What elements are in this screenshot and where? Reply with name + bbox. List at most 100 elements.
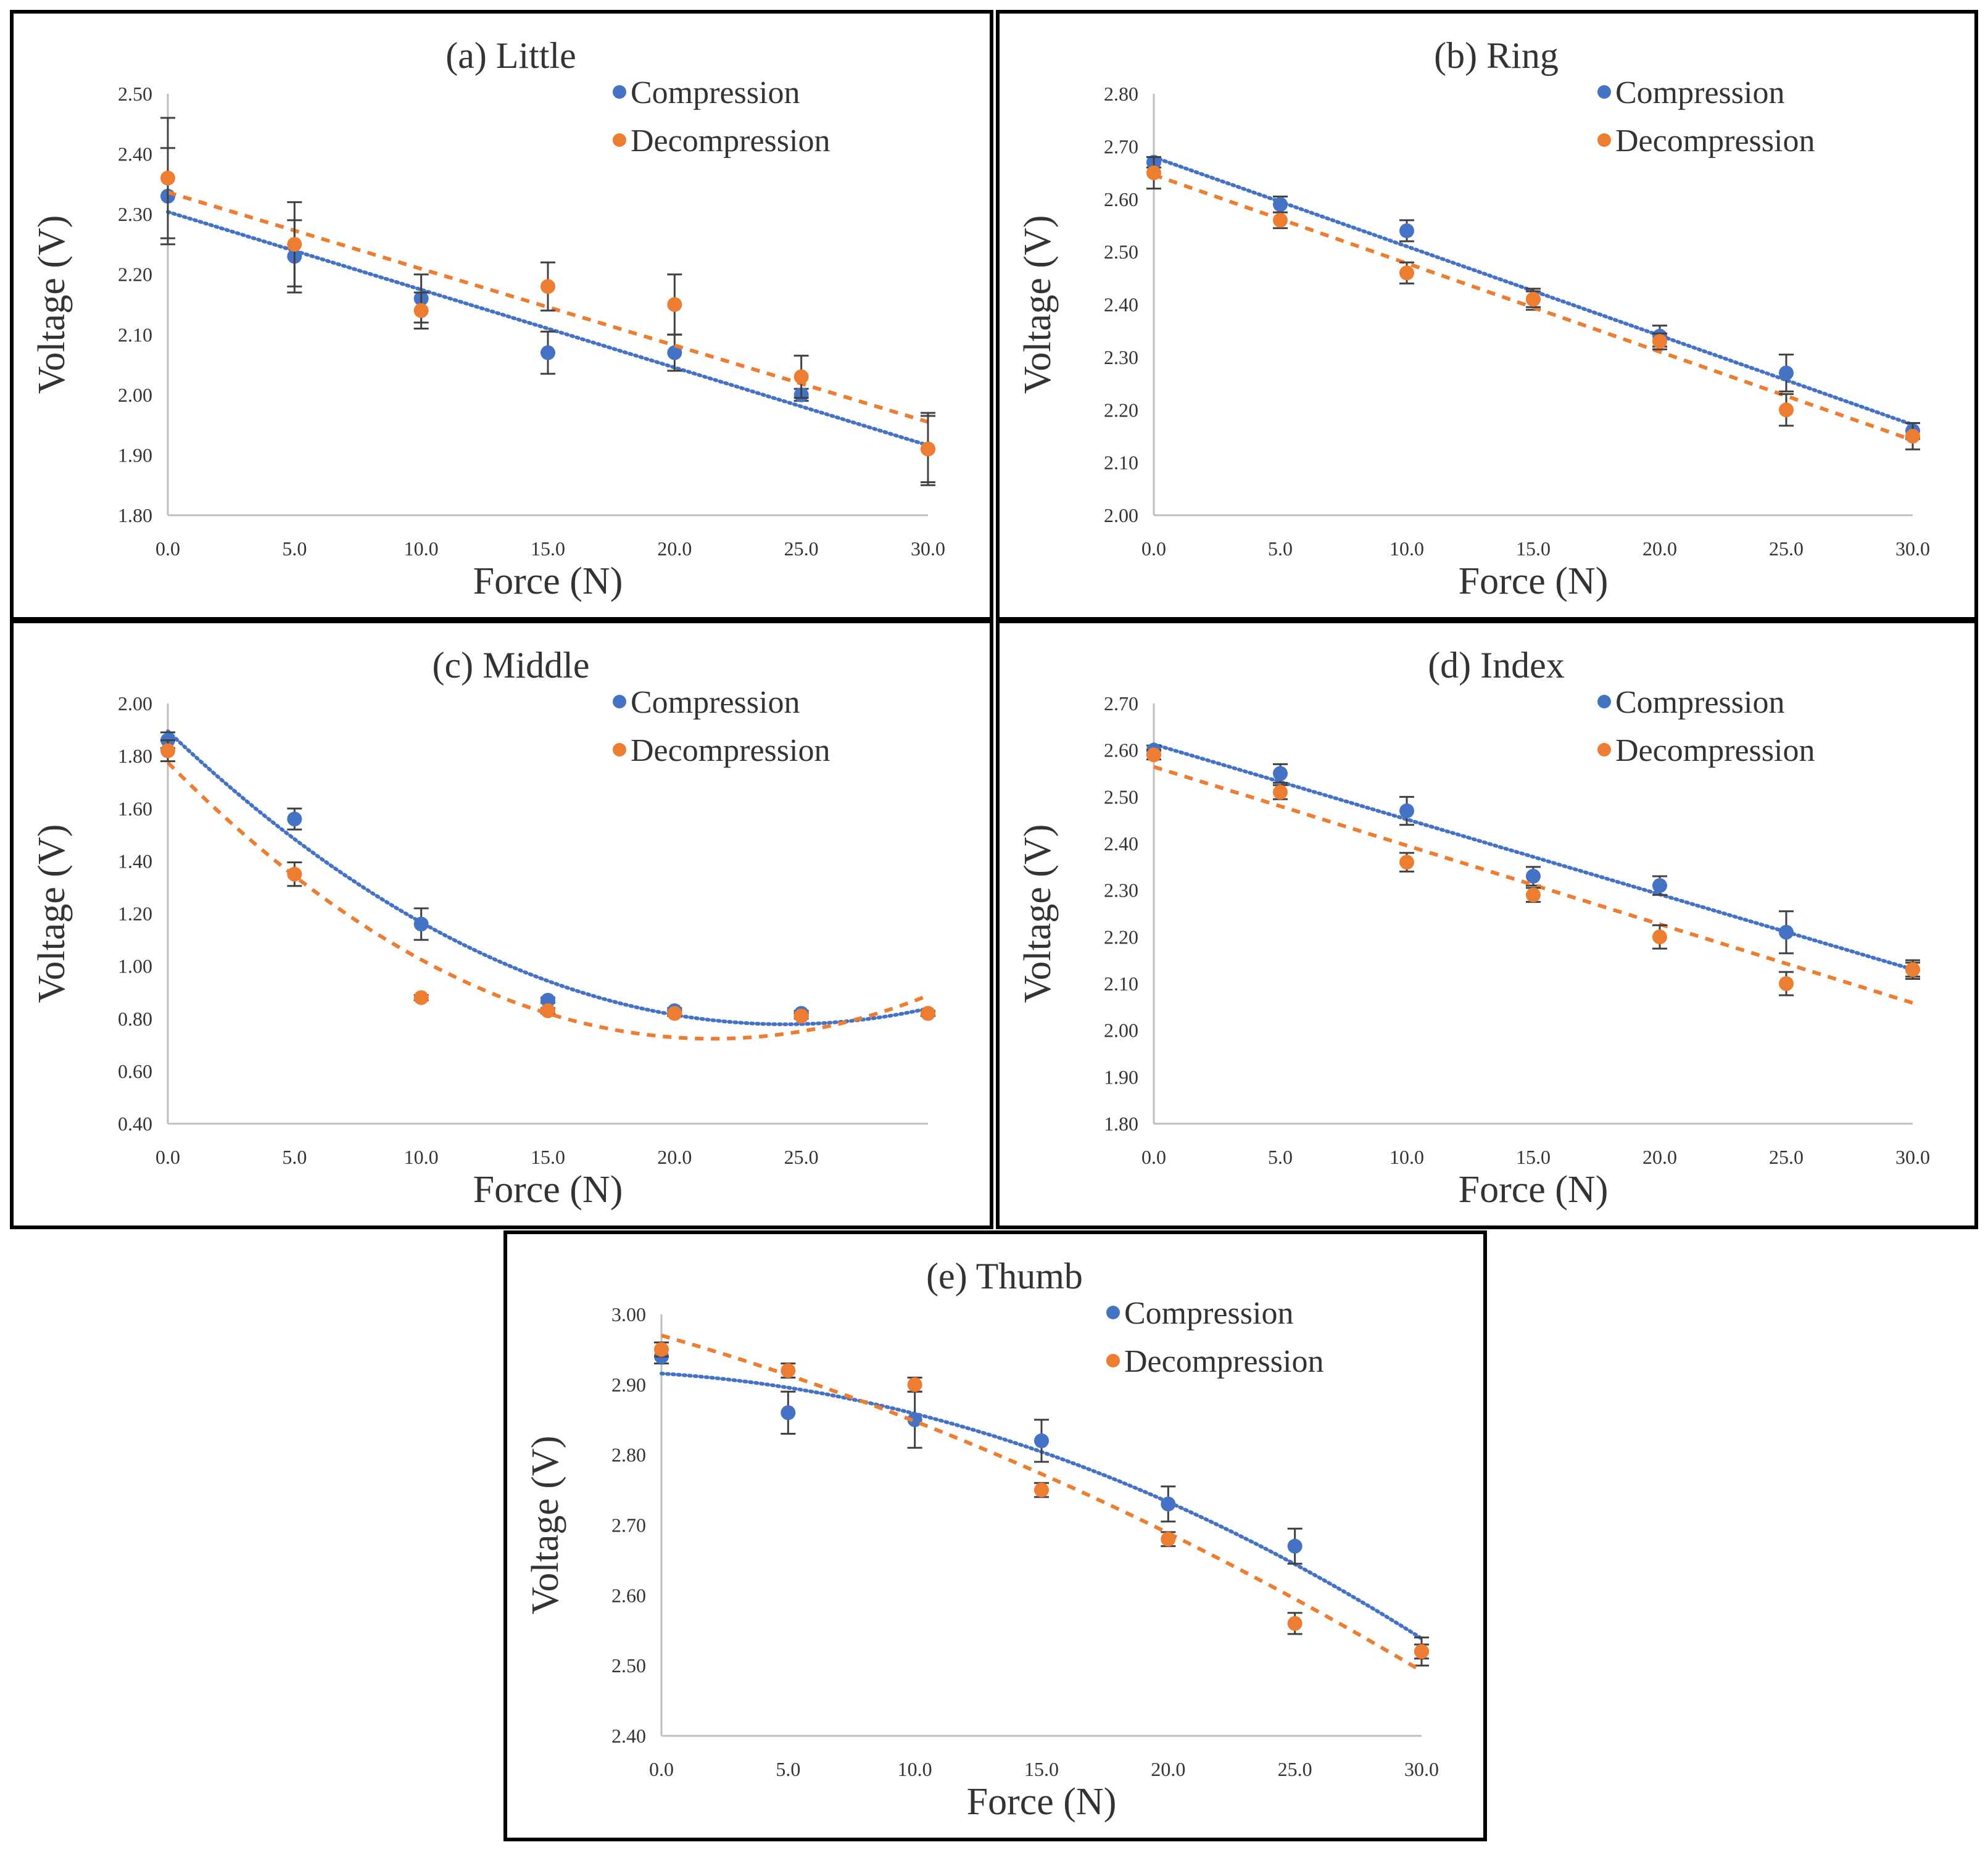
y-tick-label: 2.00 xyxy=(118,384,152,406)
chart-svg: 0.40 0.60 0.80 1.00 1.20 1.40 1.60 1.80 2.00 0.0 5… xyxy=(31,645,935,1211)
x-tick-label: 15.0 xyxy=(1516,537,1551,560)
legend-marker-compression xyxy=(613,695,626,708)
x-axis-title: Force (N) xyxy=(473,1169,623,1211)
data-point-compression xyxy=(1779,924,1794,940)
legend-label-compression: Compression xyxy=(631,685,800,720)
y-axis-title: Voltage (V) xyxy=(31,824,73,1003)
y-tick-label: 2.70 xyxy=(1104,135,1138,157)
trendline-compression xyxy=(660,1371,1423,1641)
y-tick-label: 1.60 xyxy=(118,797,152,819)
data-point-decompression xyxy=(781,1363,796,1379)
x-tick-label: 20.0 xyxy=(1642,537,1677,560)
y-tick-label: 2.80 xyxy=(611,1444,646,1466)
y-tick-label: 2.30 xyxy=(1104,346,1138,368)
x-tick-label: 5.0 xyxy=(282,1146,307,1168)
data-point-decompression xyxy=(1905,428,1920,444)
data-point-decompression xyxy=(1526,887,1541,903)
chart-title: (b) Ring xyxy=(1434,35,1559,76)
x-tick-label: 10.0 xyxy=(1390,1146,1424,1168)
x-tick-label: 0.0 xyxy=(155,537,180,560)
data-point-decompression xyxy=(1652,929,1667,945)
y-tick-label: 1.00 xyxy=(118,955,152,977)
data-point-decompression xyxy=(1779,976,1794,991)
legend-label-compression: Compression xyxy=(1124,1296,1293,1331)
data-point-decompression xyxy=(921,1006,935,1021)
y-tick-label: 3.00 xyxy=(611,1303,646,1325)
y-tick-label: 2.10 xyxy=(118,323,152,346)
data-point-decompression xyxy=(287,236,302,252)
data-point-decompression xyxy=(907,1377,922,1392)
x-tick-label: 0.0 xyxy=(155,1146,180,1168)
data-point-compression xyxy=(667,345,682,360)
data-point-compression xyxy=(1399,803,1414,819)
x-tick-label: 0.0 xyxy=(1141,537,1166,560)
x-tick-label: 15.0 xyxy=(1516,1146,1551,1168)
data-point-decompression xyxy=(540,1003,555,1018)
x-tick-label: 10.0 xyxy=(404,1146,439,1168)
data-point-compression xyxy=(907,1412,922,1427)
data-point-decompression xyxy=(1526,291,1541,307)
y-tick-label: 2.60 xyxy=(1104,739,1138,761)
y-tick-label: 2.20 xyxy=(1104,399,1138,421)
x-tick-label: 0.0 xyxy=(1141,1146,1166,1168)
y-tick-label: 0.60 xyxy=(118,1060,152,1082)
data-point-decompression xyxy=(1905,962,1920,977)
y-tick-label: 1.40 xyxy=(118,850,152,872)
x-tick-label: 20.0 xyxy=(657,1146,692,1168)
x-tick-label: 30.0 xyxy=(1895,537,1930,560)
data-point-decompression xyxy=(793,1008,809,1024)
data-point-compression xyxy=(1526,868,1541,884)
chart-title: (c) Middle xyxy=(433,645,590,686)
data-point-decompression xyxy=(1161,1532,1176,1547)
x-tick-label: 20.0 xyxy=(1151,1758,1185,1780)
y-tick-label: 2.20 xyxy=(1104,926,1138,948)
legend-label-decompression: Decompression xyxy=(631,123,830,159)
x-tick-label: 30.0 xyxy=(1404,1758,1439,1780)
data-point-decompression xyxy=(160,743,175,758)
legend-marker-compression xyxy=(1597,85,1611,99)
legend-label-compression: Compression xyxy=(1615,685,1784,720)
legend-marker-decompression xyxy=(1597,133,1611,147)
chart-svg: 2.40 2.50 2.60 2.70 2.80 2.90 3.00 0.0 5.0 10.0 15… xyxy=(524,1256,1439,1823)
data-point-compression xyxy=(540,345,555,360)
chart-svg: 1.80 1.90 2.00 2.10 2.20 2.30 2.40 2.50 2.60 2.70… xyxy=(1017,645,1930,1211)
trendline-compression xyxy=(166,210,930,447)
panel-thumb: 2.40 2.50 2.60 2.70 2.80 2.90 3.00 0.0 5.0 10.0 15… xyxy=(503,1230,1487,1841)
legend-label-compression: Compression xyxy=(1615,75,1784,110)
chart-svg: 2.00 2.10 2.20 2.30 2.40 2.50 2.60 2.70 2.80 0.0 5… xyxy=(1017,35,1930,602)
y-axis-title: Voltage (V) xyxy=(1017,824,1059,1003)
y-tick-label: 2.50 xyxy=(611,1654,646,1677)
legend-label-compression: Compression xyxy=(631,75,800,110)
y-tick-label: 2.00 xyxy=(1104,1019,1138,1042)
y-tick-label: 2.70 xyxy=(1104,692,1138,715)
data-point-compression xyxy=(413,916,429,932)
y-tick-label: 2.50 xyxy=(118,83,152,105)
legend-label-decompression: Decompression xyxy=(1615,123,1815,159)
y-tick-label: 1.80 xyxy=(118,745,152,767)
data-point-decompression xyxy=(654,1342,669,1357)
y-tick-label: 2.50 xyxy=(1104,241,1138,263)
y-tick-label: 2.40 xyxy=(1104,294,1138,316)
x-tick-label: 25.0 xyxy=(1769,1146,1804,1168)
x-tick-label: 15.0 xyxy=(531,537,565,560)
x-tick-label: 0.0 xyxy=(649,1758,674,1780)
y-tick-label: 1.20 xyxy=(118,903,152,925)
y-tick-label: 2.60 xyxy=(1104,188,1138,210)
y-tick-label: 2.50 xyxy=(1104,786,1138,808)
data-point-decompression xyxy=(160,170,175,186)
panel-index: 1.80 1.90 2.00 2.10 2.20 2.30 2.40 2.50 2.60 2.70… xyxy=(996,620,1978,1229)
x-tick-label: 30.0 xyxy=(911,537,945,560)
y-tick-label: 2.40 xyxy=(118,143,152,165)
data-point-decompression xyxy=(667,1006,682,1021)
x-tick-label: 25.0 xyxy=(1769,537,1804,560)
data-point-compression xyxy=(1161,1496,1176,1512)
y-tick-label: 2.00 xyxy=(1104,504,1138,526)
y-tick-label: 2.10 xyxy=(1104,973,1138,995)
y-axis-title: Voltage (V) xyxy=(1017,215,1059,394)
y-tick-label: 2.90 xyxy=(611,1374,646,1396)
data-point-compression xyxy=(1652,878,1667,894)
y-tick-label: 0.40 xyxy=(118,1113,152,1135)
data-point-compression xyxy=(1034,1433,1049,1448)
data-point-decompression xyxy=(667,297,682,312)
trendline-compression xyxy=(1152,742,1915,971)
